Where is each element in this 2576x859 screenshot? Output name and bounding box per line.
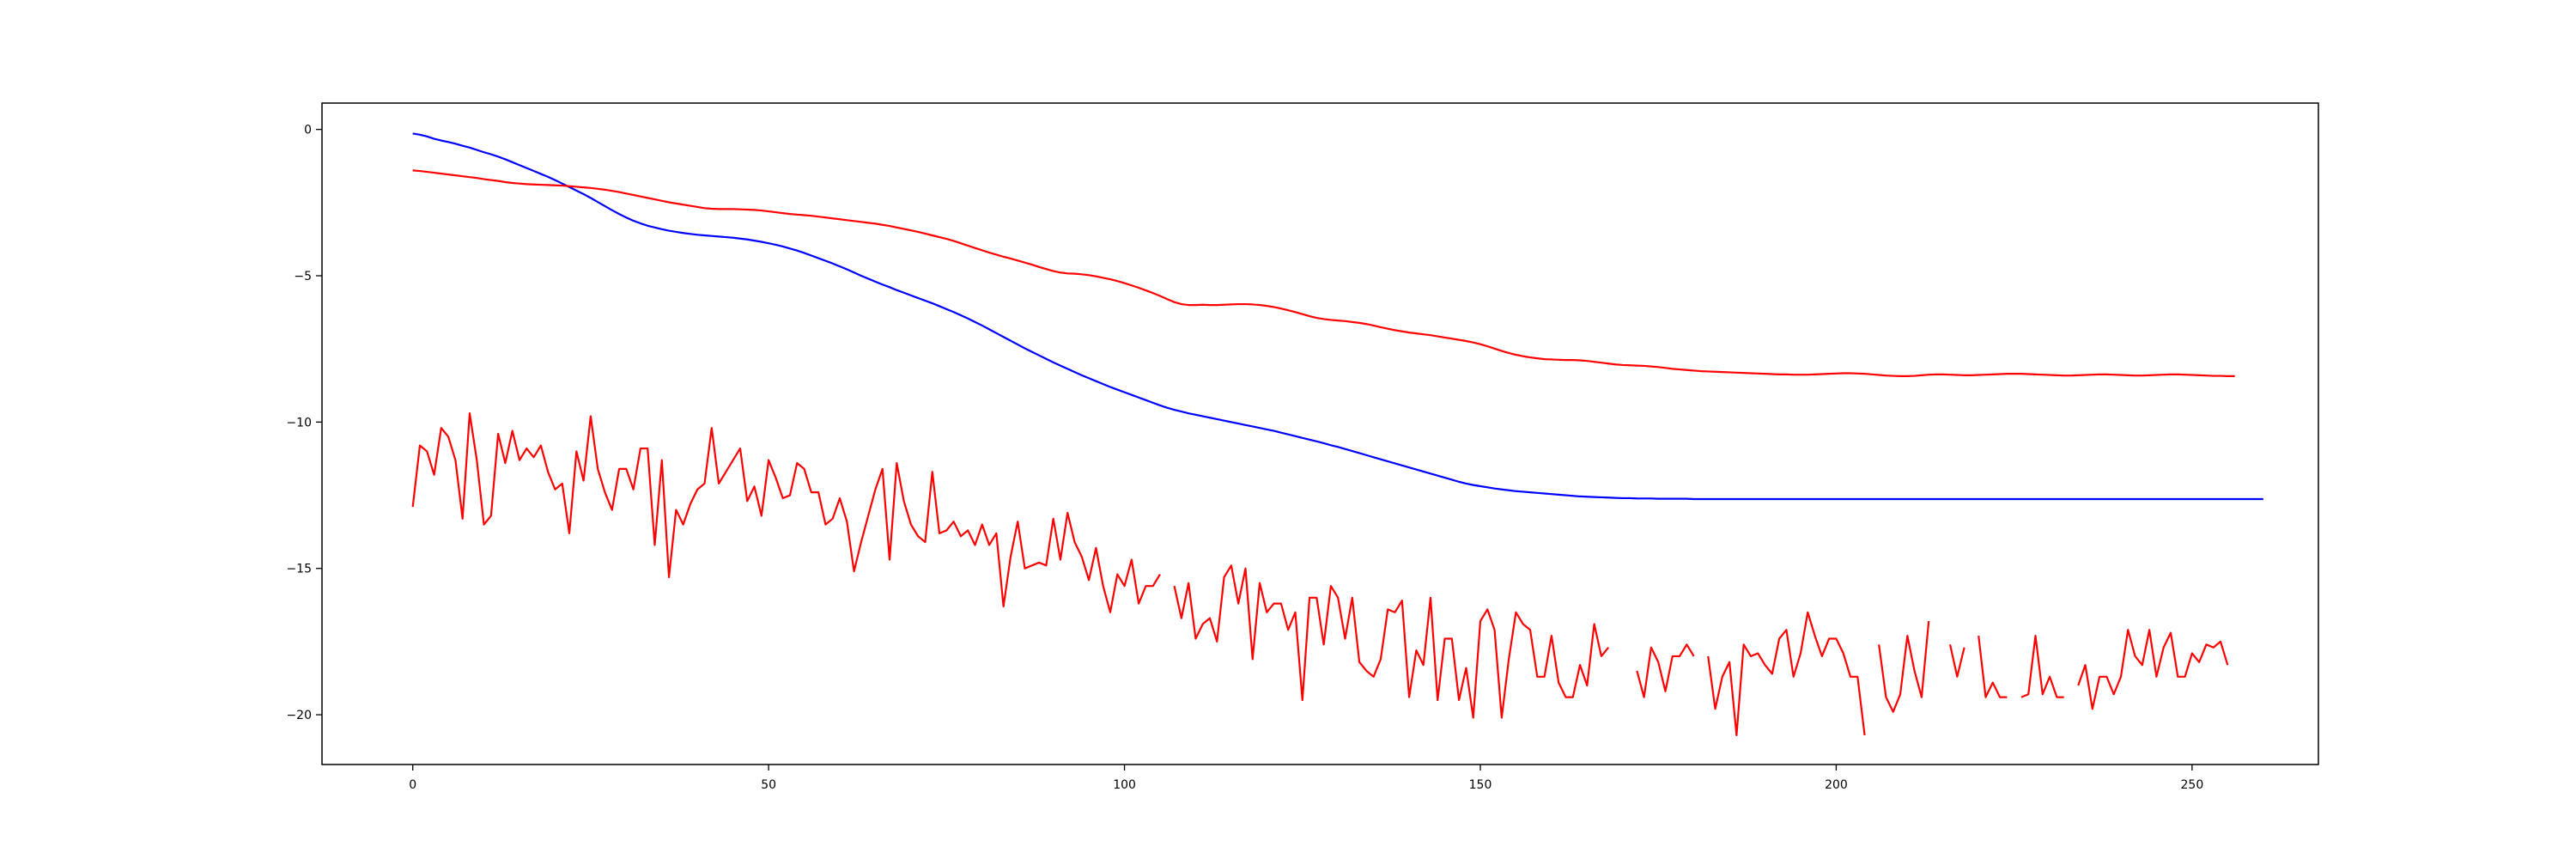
x-tick-label: 0: [409, 778, 416, 792]
plot-frame: [321, 102, 2319, 765]
x-tick-label: 100: [1113, 778, 1136, 792]
y-axis-ticks: 0 −5 −10 −15 −20: [286, 124, 322, 722]
y-tick-label: 0: [304, 124, 312, 137]
series-line-2: [412, 169, 2235, 377]
x-tick-label: 150: [1469, 778, 1492, 792]
series-line-1: [412, 132, 2263, 501]
y-tick-label: −5: [294, 270, 312, 283]
x-axis-ticks: 0 50 100 150 200 250: [409, 765, 2203, 792]
y-tick-label: −15: [286, 563, 312, 576]
series-line-3: [411, 412, 2229, 737]
series-layer: [411, 132, 2263, 737]
x-tick-label: 250: [2181, 778, 2204, 792]
y-tick-label: −10: [286, 416, 312, 430]
x-tick-label: 200: [1825, 778, 1848, 792]
x-tick-label: 50: [761, 778, 776, 792]
y-tick-label: −20: [286, 709, 312, 722]
